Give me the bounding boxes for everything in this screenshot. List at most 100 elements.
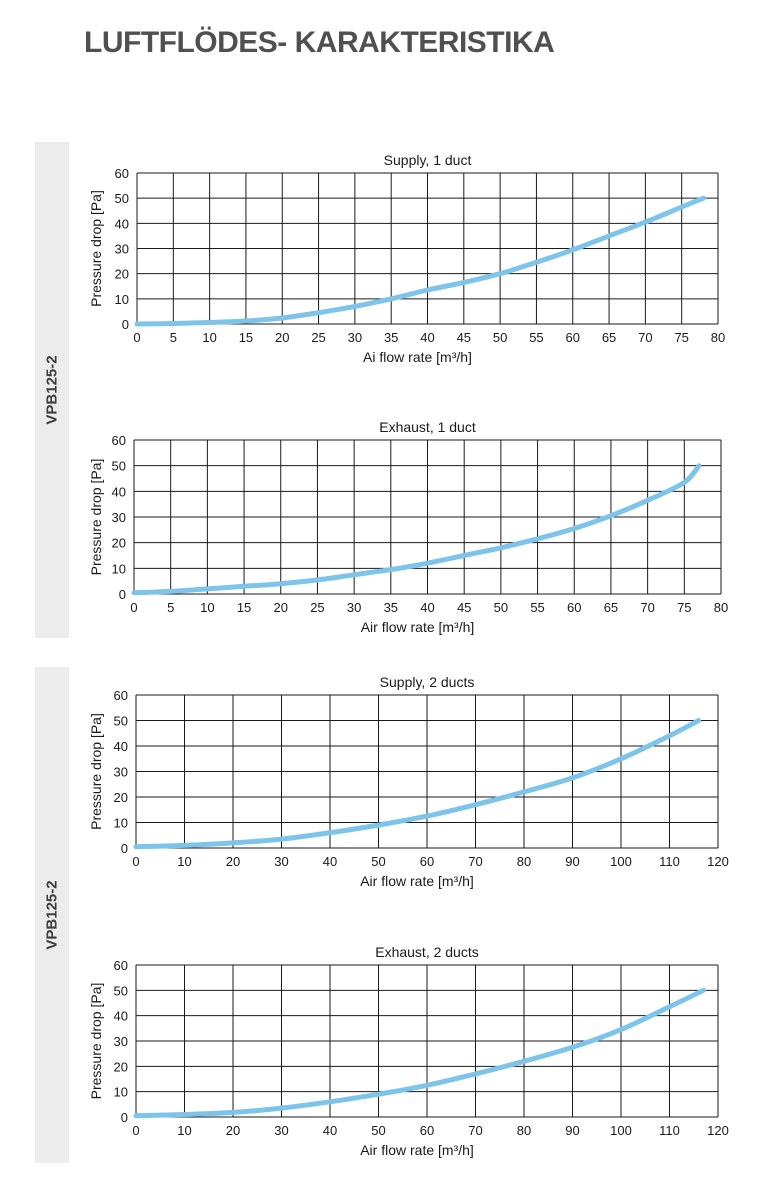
x-tick-label: 90 <box>565 1123 579 1138</box>
x-tick-label: 70 <box>468 1123 482 1138</box>
x-tick-label: 30 <box>347 600 361 615</box>
x-axis-label: Air flow rate [m³/h] <box>361 619 475 635</box>
chart-exhaust-1-duct: Exhaust, 1 duct 0 5 10 15 20 25 30 35 40 45 50 55 60 6… <box>88 419 728 635</box>
x-tick-label: 50 <box>371 854 385 869</box>
series-line <box>133 718 702 850</box>
x-tick-label: 15 <box>239 330 253 345</box>
chart-supply-1-duct: Supply, 1 duct 0 5 10 15 20 25 30 35 40 45 50 55 60 65… <box>88 152 725 365</box>
x-tick-label: 30 <box>348 330 362 345</box>
x-tick-label: 20 <box>226 854 240 869</box>
x-tick-label: 120 <box>707 1123 729 1138</box>
x-tick-label: 100 <box>610 854 632 869</box>
x-tick-label: 60 <box>420 854 434 869</box>
chart-title: Exhaust, 2 ducts <box>375 944 479 960</box>
y-axis-label: Pressure drop [Pa] <box>88 983 104 1100</box>
y-tick-label: 60 <box>114 688 128 703</box>
x-tick-label: 45 <box>457 600 471 615</box>
x-tick-label: 25 <box>311 330 325 345</box>
y-tick-label: 20 <box>115 267 129 282</box>
y-tick-label: 30 <box>115 242 129 257</box>
x-tick-label: 10 <box>177 854 191 869</box>
x-tick-label: 40 <box>323 1123 337 1138</box>
x-tick-label: 45 <box>457 330 471 345</box>
x-tick-label: 10 <box>202 330 216 345</box>
x-tick-label: 55 <box>530 600 544 615</box>
x-tick-label: 40 <box>420 600 434 615</box>
y-tick-label: 40 <box>114 739 128 754</box>
y-tick-label: 0 <box>122 317 129 332</box>
x-axis-label: Air flow rate [m³/h] <box>360 1142 474 1158</box>
x-tick-label: 10 <box>177 1123 191 1138</box>
y-tick-label: 40 <box>115 216 129 231</box>
x-tick-label: 0 <box>133 330 140 345</box>
y-tick-label: 30 <box>114 1034 128 1049</box>
x-tick-label: 120 <box>707 854 729 869</box>
y-tick-label: 0 <box>121 1110 128 1125</box>
x-tick-label: 40 <box>420 330 434 345</box>
x-tick-label: 50 <box>371 1123 385 1138</box>
chart-title: Exhaust, 1 duct <box>379 419 476 435</box>
x-tick-label: 60 <box>566 330 580 345</box>
chart-grid <box>133 439 722 595</box>
x-tick-label: 25 <box>310 600 324 615</box>
y-axis-label: Pressure drop [Pa] <box>88 713 104 830</box>
x-tick-label: 70 <box>468 854 482 869</box>
x-tick-label: 80 <box>714 600 728 615</box>
x-tick-label: 90 <box>565 854 579 869</box>
x-tick-label: 40 <box>323 854 337 869</box>
x-axis-label: Air flow rate [m³/h] <box>360 873 474 889</box>
x-tick-label: 55 <box>529 330 543 345</box>
chart-title: Supply, 1 duct <box>384 152 472 168</box>
x-tick-label: 0 <box>132 854 139 869</box>
page-title: LUFTFLÖDES- KARAKTERISTIKA <box>84 26 555 59</box>
y-tick-label: 30 <box>112 510 126 525</box>
y-tick-label: 50 <box>115 191 129 206</box>
x-tick-label: 65 <box>602 330 616 345</box>
x-tick-label: 5 <box>167 600 174 615</box>
y-tick-label: 20 <box>114 1059 128 1074</box>
y-tick-label: 50 <box>112 459 126 474</box>
x-tick-label: 65 <box>604 600 618 615</box>
x-tick-label: 10 <box>200 600 214 615</box>
x-axis-label: Ai flow rate [m³/h] <box>363 349 472 365</box>
x-tick-label: 30 <box>274 1123 288 1138</box>
x-tick-label: 0 <box>132 1123 139 1138</box>
y-tick-label: 20 <box>114 790 128 805</box>
y-tick-label: 0 <box>121 841 128 856</box>
x-tick-label: 75 <box>674 330 688 345</box>
x-tick-label: 80 <box>517 854 531 869</box>
y-axis-label: Pressure drop [Pa] <box>88 190 104 307</box>
y-tick-label: 30 <box>114 765 128 780</box>
chart-title: Supply, 2 ducts <box>380 674 475 690</box>
x-tick-label: 75 <box>677 600 691 615</box>
x-tick-label: 60 <box>567 600 581 615</box>
x-tick-label: 30 <box>274 854 288 869</box>
x-tick-label: 35 <box>384 600 398 615</box>
y-tick-label: 50 <box>114 983 128 998</box>
series-line <box>131 463 702 596</box>
y-tick-label: 0 <box>119 587 126 602</box>
section-band-bottom <box>35 667 69 1163</box>
chart-grid <box>136 172 719 325</box>
x-tick-label: 35 <box>384 330 398 345</box>
x-tick-label: 70 <box>638 330 652 345</box>
y-tick-label: 10 <box>112 561 126 576</box>
x-tick-label: 15 <box>237 600 251 615</box>
x-tick-label: 50 <box>494 600 508 615</box>
x-tick-label: 20 <box>275 330 289 345</box>
x-tick-label: 20 <box>274 600 288 615</box>
x-tick-label: 5 <box>170 330 177 345</box>
x-tick-label: 20 <box>226 1123 240 1138</box>
y-tick-label: 60 <box>114 958 128 973</box>
chart-grid <box>135 964 719 1118</box>
y-tick-label: 40 <box>112 484 126 499</box>
y-tick-label: 60 <box>112 433 126 448</box>
y-axis-label: Pressure drop [Pa] <box>88 459 104 576</box>
x-tick-label: 80 <box>517 1123 531 1138</box>
x-tick-label: 50 <box>493 330 507 345</box>
y-tick-label: 50 <box>114 714 128 729</box>
x-tick-label: 0 <box>130 600 137 615</box>
y-tick-label: 20 <box>112 536 126 551</box>
